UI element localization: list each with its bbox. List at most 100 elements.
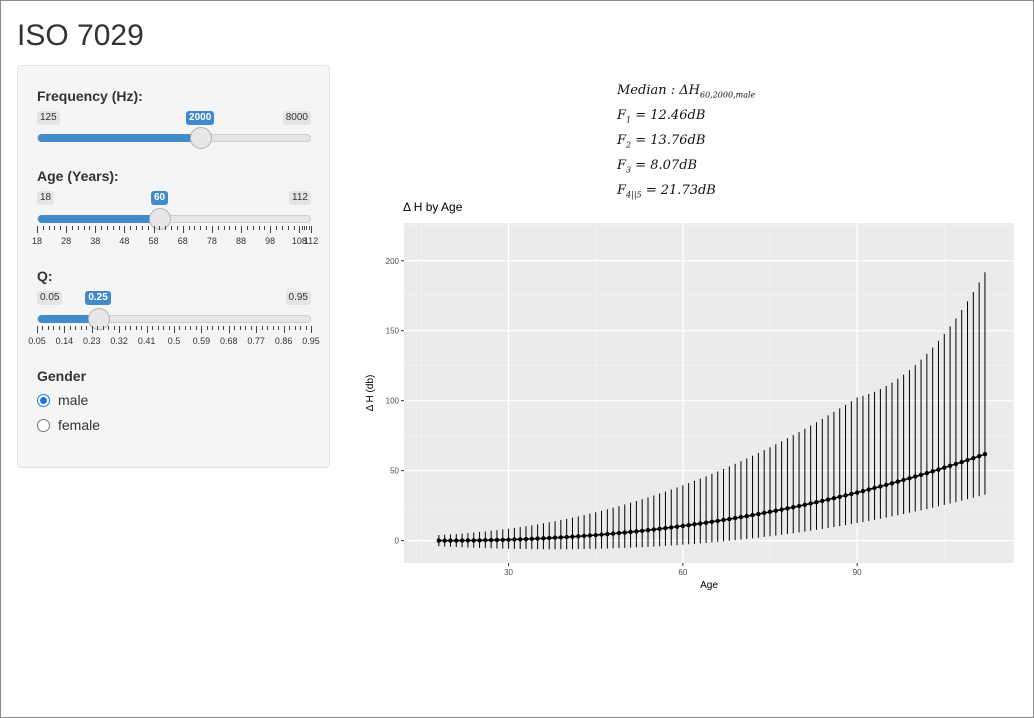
data-point [523,536,529,542]
slider-major-tick [37,226,38,233]
slider-major-tick [124,226,126,233]
data-point [715,518,720,524]
q-slider-handle[interactable] [87,308,110,330]
x-tick-label: 60 [678,568,687,577]
slider-minor-tick [217,226,219,230]
slider-minor-tick [223,226,225,230]
slider-minor-tick [234,326,236,330]
slider-tick-label: 88 [236,236,247,246]
slider-tick-label: 48 [119,236,130,246]
slider-minor-tick [194,226,196,230]
slider-major-tick [256,326,258,333]
data-point [918,472,924,478]
data-point [552,535,558,540]
slider-tick-label: 0.14 [55,336,74,346]
frequency-max-label: 8000 [282,111,311,125]
data-point [459,538,465,543]
data-point [825,497,831,502]
data-point [698,521,703,526]
slider-tick-label: 28 [61,236,72,246]
gender-option-female-label: female [58,417,101,433]
slider-minor-tick [113,326,115,330]
slider-minor-tick [86,326,88,330]
data-point [517,537,523,542]
data-point [599,532,604,537]
slider-minor-tick [54,226,56,230]
data-point [465,538,471,543]
data-point [727,516,732,522]
frequency-value-badge: 2000 [186,111,215,125]
formula-f3: F3 = 8.07dB [617,158,698,175]
slider-minor-tick [171,226,173,230]
y-tick-label: 200 [386,257,400,266]
q-slider[interactable] [37,308,311,330]
data-point [477,538,482,543]
data-point [843,493,848,498]
radio-button-female[interactable] [37,418,50,432]
data-point [605,531,610,537]
data-point [866,487,871,492]
slider-major-tick [66,226,68,233]
data-point [651,527,657,532]
data-point [965,457,970,463]
q-slider-ticks: 0.05 0.14 0.23 0.32 0.41 0.5 0.59 0.68 0.77 0.86 0… [28,326,320,346]
slider-minor-tick [293,226,295,230]
data-point [872,485,877,491]
slider-minor-tick [217,326,219,330]
slider-tick-label: 0.5 [167,336,181,346]
frequency-slider[interactable] [37,127,311,149]
age-slider[interactable] [37,208,311,230]
frequency-slider-handle[interactable] [190,127,213,149]
slider-major-tick [283,326,285,333]
slider-minor-tick [58,326,60,330]
data-point [535,536,540,541]
data-point [506,537,511,542]
slider-major-tick [201,326,203,333]
slider-major-tick [91,326,93,333]
formula-median: Median : ΔH60,2000,male [617,83,756,100]
slider-major-tick [37,326,38,333]
slider-minor-tick [89,226,91,230]
slider-tick-label: 0.41 [137,336,156,346]
data-point [849,491,854,497]
data-point [756,511,761,517]
slider-minor-tick [130,326,132,330]
slider-tick-label: 0.05 [28,336,46,346]
age-slider-fill [38,215,161,223]
slider-minor-tick [179,326,181,330]
age-slider-ticks: 18 28 38 48 58 68 78 88 98 108 112 [32,226,318,246]
gender-option-female[interactable]: female [37,417,100,433]
slider-minor-tick [152,326,154,330]
slider-minor-tick [124,326,126,330]
data-point [512,537,517,542]
slider-minor-tick [235,226,237,230]
slider-tick-label: 0.23 [83,336,101,346]
slider-minor-tick [264,226,266,230]
data-point [576,534,581,539]
frequency-slider-fill [38,134,202,142]
x-tick-label: 30 [504,568,513,577]
age-slider-handle[interactable] [149,208,172,230]
slider-minor-tick [304,226,305,230]
slider-minor-tick [229,226,231,230]
data-point [883,482,889,488]
slider-minor-tick [308,226,310,230]
data-point [837,494,842,500]
gender-option-male[interactable]: male [37,392,88,408]
q-max-label: 0.95 [285,291,311,305]
slider-tick-label: 58 [148,236,159,246]
data-point [889,481,895,486]
slider-minor-tick [261,326,263,330]
slider-tick-label: 38 [90,236,101,246]
slider-minor-tick [301,226,303,230]
slider-tick-label: 98 [265,236,276,246]
radio-button-male[interactable] [37,393,50,407]
slider-minor-tick [106,226,108,230]
delta-h-chart: Δ H by Age 30 60 90 0 50 100 150 200 Age Δ H (db) [365,200,1014,591]
slider-minor-tick [83,226,85,230]
slider-minor-tick [188,226,190,230]
q-label: Q: [37,268,53,284]
slider-minor-tick [159,226,161,230]
y-tick-label: 0 [395,537,400,546]
data-point [634,529,639,534]
